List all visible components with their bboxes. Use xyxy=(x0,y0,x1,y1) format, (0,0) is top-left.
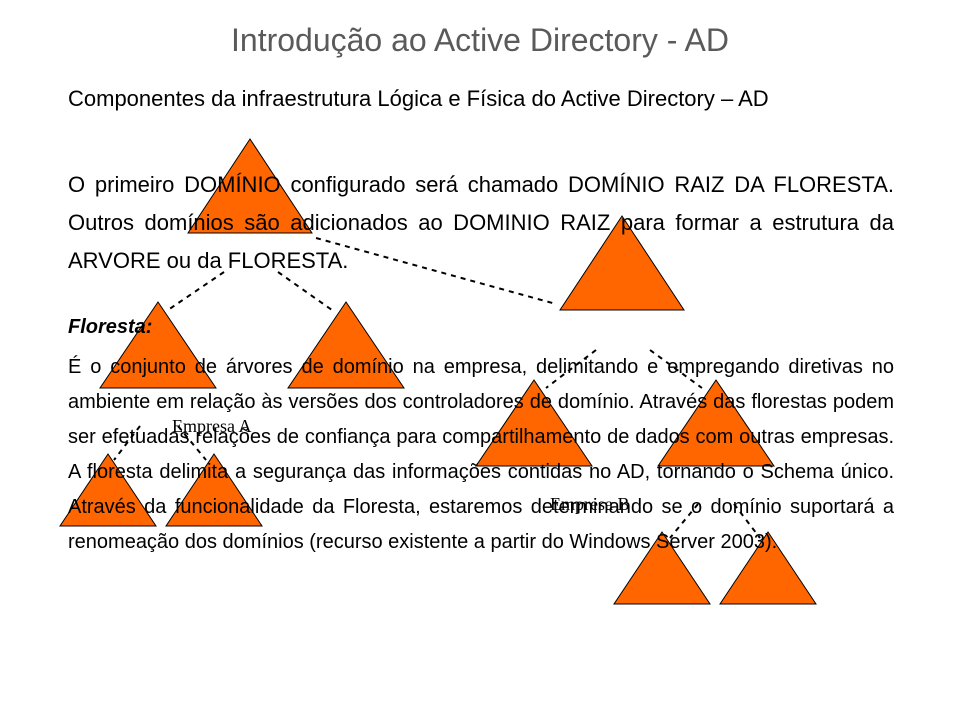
section-subtitle: Componentes da infraestrutura Lógica e F… xyxy=(68,80,894,118)
intro-paragraph: O primeiro DOMÍNIO configurado será cham… xyxy=(68,166,894,280)
page-title: Introdução ao Active Directory - AD xyxy=(0,22,960,59)
page: Empresa AEmpresa B Introdução ao Active … xyxy=(0,0,960,714)
floresta-body: É o conjunto de árvores de domínio na em… xyxy=(68,350,894,560)
floresta-heading: Floresta: xyxy=(68,316,152,339)
